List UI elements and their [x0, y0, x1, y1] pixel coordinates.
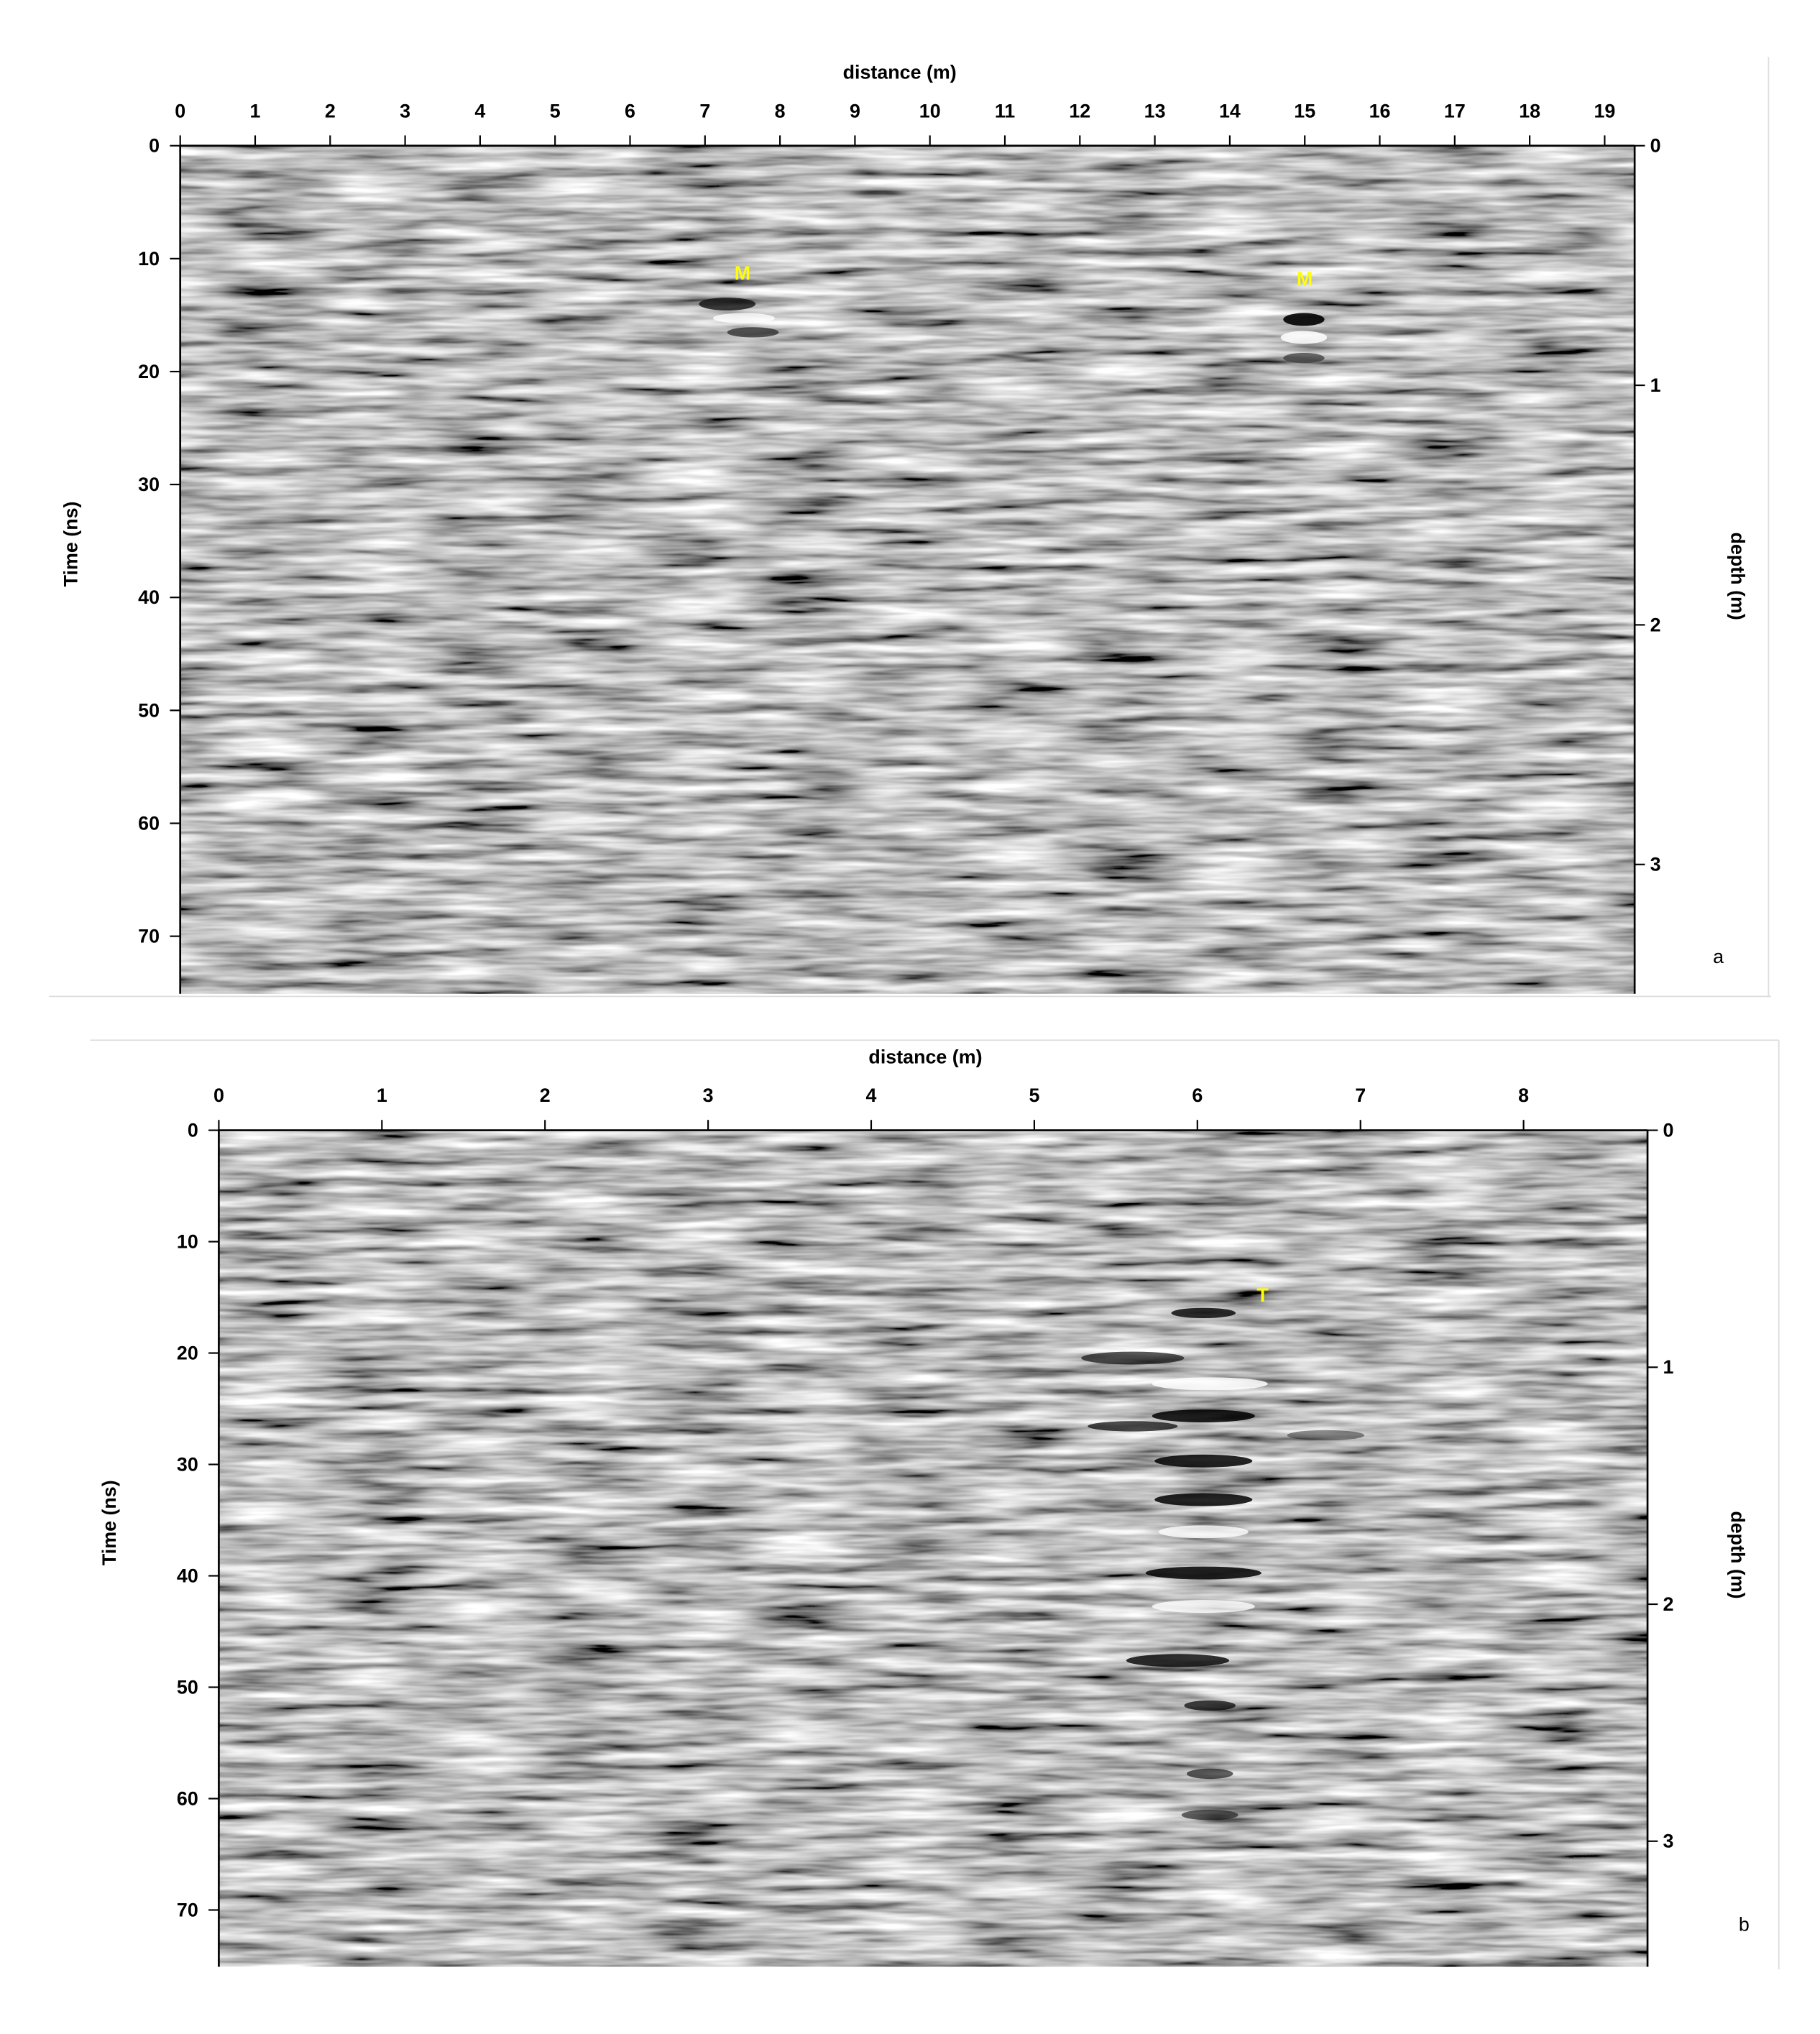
y-tick-label: 70 — [177, 1899, 198, 1920]
x-axis-label: distance (m) — [843, 62, 957, 83]
x-tick-label: 0 — [213, 1085, 224, 1106]
x-tick-label: 8 — [775, 100, 786, 121]
y-tick-label: 40 — [177, 1565, 198, 1586]
y-tick-label: 50 — [138, 699, 160, 721]
radar-texture — [180, 145, 1635, 994]
annotation: T — [1256, 1284, 1269, 1306]
y-tick-label: 0 — [149, 135, 160, 157]
annotation: M — [1297, 268, 1313, 290]
y-axis-label: Time (ns) — [60, 502, 81, 587]
x-tick-label: 18 — [1519, 100, 1540, 121]
x-tick-label: 0 — [175, 100, 185, 121]
x-tick-label: 2 — [325, 100, 336, 121]
x-tick-label: 6 — [625, 100, 635, 121]
x-tick-label: 6 — [1192, 1085, 1203, 1106]
y-axis-label: Time (ns) — [98, 1480, 120, 1565]
y-tick-label: 60 — [138, 812, 160, 834]
x-tick-label: 7 — [699, 100, 710, 121]
radargram-image — [180, 145, 1635, 994]
y-tick-label: 60 — [177, 1787, 198, 1809]
y2-tick-label: 1 — [1663, 1356, 1674, 1378]
x-tick-label: 12 — [1069, 100, 1090, 121]
stripe-anomaly — [1081, 1307, 1365, 1821]
x-tick-label: 1 — [377, 1085, 387, 1106]
x-tick-label: 4 — [474, 100, 485, 121]
x-tick-label: 2 — [540, 1085, 551, 1106]
y2-tick-label: 0 — [1650, 135, 1661, 157]
y-tick-label: 0 — [188, 1120, 198, 1141]
x-tick-label: 16 — [1369, 100, 1391, 121]
x-tick-label: 5 — [550, 100, 561, 121]
hyperbola-anomaly — [699, 298, 1328, 364]
x-tick-label: 3 — [400, 100, 410, 121]
y2-axis-label: depth (m) — [1727, 533, 1748, 620]
x-axis-label: distance (m) — [868, 1046, 982, 1067]
x-tick-label: 11 — [995, 100, 1015, 121]
x-tick-label: 10 — [919, 100, 941, 121]
y-tick-label: 50 — [177, 1676, 198, 1698]
y-tick-label: 20 — [177, 1343, 198, 1364]
x-tick-label: 8 — [1518, 1085, 1529, 1106]
y-tick-label: 10 — [138, 248, 160, 270]
y2-tick-label: 3 — [1650, 854, 1661, 875]
y-tick-label: 30 — [177, 1453, 198, 1475]
y-tick-label: 20 — [138, 361, 160, 382]
x-tick-label: 4 — [866, 1085, 877, 1106]
y2-tick-label: 2 — [1663, 1593, 1674, 1615]
x-tick-label: 3 — [703, 1085, 714, 1106]
y-tick-label: 40 — [138, 586, 160, 608]
x-tick-label: 14 — [1219, 100, 1241, 121]
x-tick-label: 5 — [1029, 1085, 1039, 1106]
x-tick-label: 9 — [850, 100, 860, 121]
y2-tick-label: 0 — [1663, 1120, 1674, 1141]
annotation: M — [735, 262, 750, 284]
x-tick-label: 13 — [1144, 100, 1166, 121]
x-tick-label: 7 — [1355, 1085, 1366, 1106]
y-tick-label: 70 — [138, 926, 160, 947]
x-tick-label: 1 — [250, 100, 261, 121]
panel-label: a — [1713, 946, 1724, 967]
panel-label: b — [1739, 1913, 1750, 1935]
x-tick-label: 15 — [1294, 100, 1315, 121]
y2-tick-label: 3 — [1663, 1831, 1674, 1852]
radargram-image — [219, 1130, 1648, 1967]
y-tick-label: 30 — [138, 474, 160, 495]
x-tick-label: 17 — [1444, 100, 1466, 121]
y-tick-label: 10 — [177, 1231, 198, 1253]
y2-tick-label: 2 — [1650, 614, 1661, 635]
radar-texture — [219, 1130, 1648, 1967]
y2-tick-label: 1 — [1650, 374, 1661, 396]
y2-axis-label: depth (m) — [1727, 1511, 1748, 1598]
x-tick-label: 19 — [1594, 100, 1615, 121]
